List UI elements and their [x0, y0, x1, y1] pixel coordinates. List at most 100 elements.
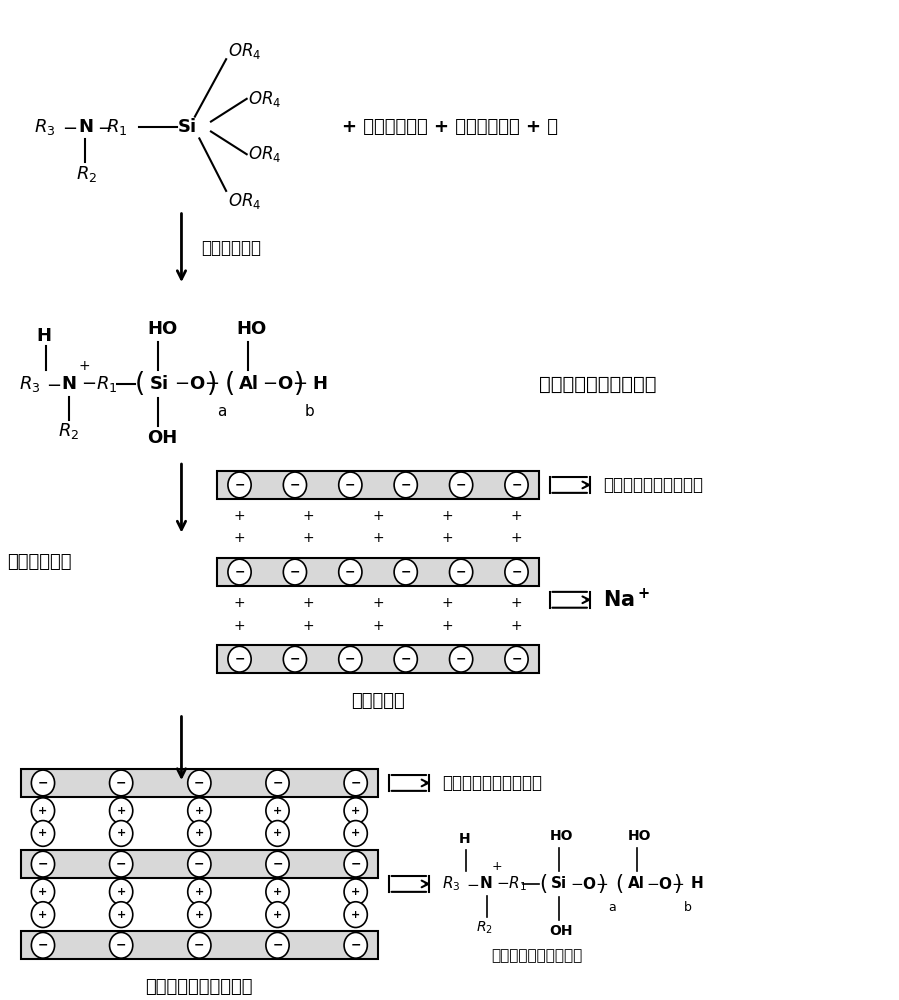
Text: ): ) [598, 874, 606, 894]
Text: −: − [512, 478, 521, 491]
Text: −: − [235, 478, 245, 491]
Text: −: − [512, 653, 521, 666]
Text: +: + [39, 806, 48, 816]
Text: −: − [194, 776, 205, 789]
Circle shape [188, 902, 211, 927]
Circle shape [344, 798, 368, 824]
Text: $OR_4$: $OR_4$ [228, 191, 262, 211]
Text: −: − [235, 566, 245, 579]
Circle shape [394, 472, 417, 498]
Text: 硅铝氧修饰铵盐阳离子: 硅铝氧修饰铵盐阳离子 [539, 374, 656, 393]
Text: HO: HO [236, 320, 267, 338]
Text: −: − [400, 566, 411, 579]
Text: a: a [609, 901, 617, 914]
Circle shape [110, 932, 133, 958]
Text: +: + [195, 887, 204, 897]
Text: −: − [194, 939, 205, 952]
FancyBboxPatch shape [218, 471, 539, 499]
Circle shape [266, 821, 289, 846]
Text: $+$: $+$ [492, 860, 503, 873]
Text: −: − [289, 653, 300, 666]
Text: Si: Si [551, 876, 567, 891]
Circle shape [344, 821, 368, 846]
Text: −: − [289, 478, 300, 491]
Text: $OR_4$: $OR_4$ [248, 144, 281, 164]
Text: −: − [116, 939, 127, 952]
Circle shape [110, 798, 133, 824]
Text: N: N [480, 876, 493, 891]
Text: $-R_1$: $-R_1$ [81, 374, 117, 394]
Circle shape [283, 559, 307, 585]
Text: $-$O$-$: $-$O$-$ [262, 375, 307, 393]
Text: −: − [38, 939, 49, 952]
Text: +: + [195, 828, 204, 838]
Text: +: + [352, 806, 360, 816]
Circle shape [266, 879, 289, 905]
Text: +: + [352, 910, 360, 920]
FancyBboxPatch shape [218, 645, 539, 673]
Circle shape [344, 770, 368, 796]
Text: −: − [351, 858, 360, 871]
Text: 水解缩合反应: 水解缩合反应 [201, 239, 261, 257]
Text: +: + [273, 910, 282, 920]
Text: b: b [683, 901, 691, 914]
Text: −: − [194, 858, 205, 871]
Text: N: N [62, 375, 76, 393]
Text: Si: Si [178, 118, 197, 136]
Circle shape [31, 821, 55, 846]
Text: $R_1$: $R_1$ [105, 117, 127, 137]
Circle shape [394, 559, 417, 585]
Text: −: − [456, 478, 467, 491]
Text: +: + [234, 596, 245, 610]
FancyBboxPatch shape [21, 769, 378, 797]
Text: −: − [38, 858, 49, 871]
Text: +: + [511, 509, 522, 523]
Text: +: + [39, 887, 48, 897]
Circle shape [110, 879, 133, 905]
Text: +: + [303, 509, 315, 523]
Text: +: + [352, 828, 360, 838]
Text: H: H [313, 375, 328, 393]
Circle shape [394, 646, 417, 672]
Text: +: + [372, 509, 384, 523]
Text: +: + [39, 910, 48, 920]
Text: +: + [234, 619, 245, 633]
Text: $OR_4$: $OR_4$ [228, 41, 262, 61]
Circle shape [344, 851, 368, 877]
Circle shape [283, 646, 307, 672]
Text: +: + [303, 531, 315, 545]
Text: $-$O$-$: $-$O$-$ [570, 876, 609, 892]
Text: −: − [272, 858, 283, 871]
Text: $-$: $-$ [62, 118, 77, 136]
Circle shape [450, 559, 473, 585]
Circle shape [110, 902, 133, 927]
Text: +: + [441, 531, 453, 545]
FancyBboxPatch shape [21, 931, 378, 959]
Text: +: + [372, 619, 384, 633]
Text: −: − [345, 566, 356, 579]
Text: −: − [351, 939, 360, 952]
Text: +: + [372, 596, 384, 610]
Text: $-$: $-$ [46, 375, 61, 393]
Circle shape [505, 646, 528, 672]
Circle shape [228, 646, 251, 672]
Text: 带负电荷的硅酸盐片层: 带负电荷的硅酸盐片层 [603, 476, 703, 494]
Circle shape [283, 472, 307, 498]
Text: −: − [272, 776, 283, 789]
Text: H: H [690, 876, 704, 891]
Text: +: + [117, 828, 126, 838]
Circle shape [228, 472, 251, 498]
Text: + 硅酸碱金属盐 + 铝酸碱金属盐 + 酸: + 硅酸碱金属盐 + 铝酸碱金属盐 + 酸 [343, 118, 558, 136]
Text: $R_2$: $R_2$ [76, 164, 97, 184]
Text: (: ( [616, 874, 624, 894]
Circle shape [188, 821, 211, 846]
Text: HO: HO [147, 320, 178, 338]
Text: +: + [234, 531, 245, 545]
Text: −: − [400, 478, 411, 491]
Circle shape [266, 851, 289, 877]
Text: −: − [345, 478, 356, 491]
Text: +: + [117, 806, 126, 816]
Text: 离子交换反应: 离子交换反应 [7, 553, 72, 571]
Circle shape [31, 851, 55, 877]
Text: +: + [273, 887, 282, 897]
